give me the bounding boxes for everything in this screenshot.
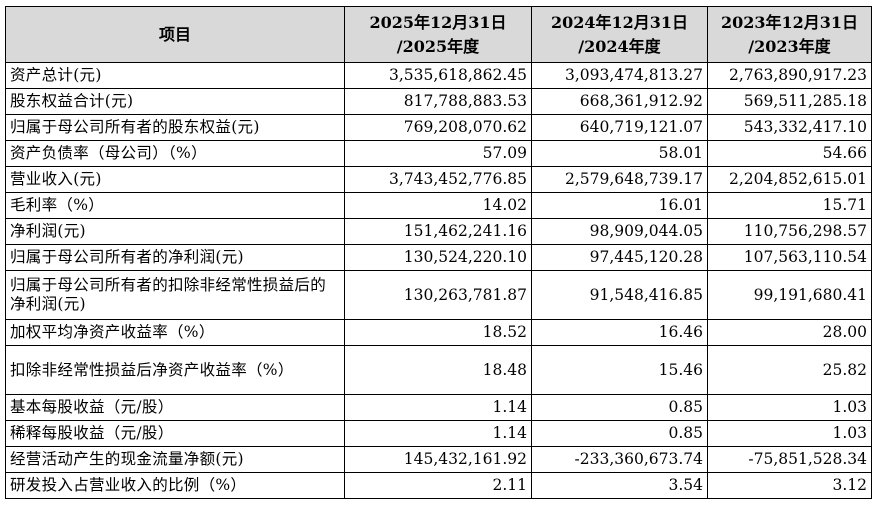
row-label: 扣除非经常性损益后净资产收益率（%） [5, 345, 345, 395]
row-label: 资产总计(元) [5, 62, 345, 89]
table-row: 毛利率（%） 14.02 16.01 15.71 [5, 192, 872, 219]
row-value: 97,445,120.28 [531, 244, 708, 271]
row-value: 28.00 [707, 319, 872, 346]
row-label: 基本每股收益（元/股） [5, 394, 345, 421]
table-row: 归属于母公司所有者的股东权益(元) 769,208,070.62 640,719,1… [5, 114, 872, 141]
row-value: 2,204,852,615.01 [707, 166, 872, 193]
row-value: 15.71 [707, 192, 872, 219]
table-row: 净利润(元) 151,462,241.16 98,909,044.05 110,756… [5, 218, 872, 245]
row-value: 16.46 [531, 319, 708, 346]
row-label: 营业收入(元) [5, 166, 345, 193]
row-value: 668,361,912.92 [531, 88, 708, 115]
row-label: 稀释每股收益（元/股） [5, 420, 345, 447]
row-value: 99,191,680.41 [707, 270, 872, 320]
row-value: 1.14 [344, 420, 532, 447]
row-value: 3,093,474,813.27 [531, 62, 708, 89]
row-value: 0.85 [531, 420, 708, 447]
table-row: 加权平均净资产收益率（%） 18.52 16.46 28.00 [5, 319, 872, 346]
row-value: 145,432,161.92 [344, 446, 532, 473]
table-header: 项目 2025年12月31日 /2025年度 2024年12月31日 /2024… [5, 6, 872, 63]
table-row: 基本每股收益（元/股） 1.14 0.85 1.03 [5, 394, 872, 421]
row-value: 151,462,241.16 [344, 218, 532, 245]
row-label: 归属于母公司所有者的扣除非经常性损益后的净利润(元) [5, 270, 345, 320]
row-value: 130,263,781.87 [344, 270, 532, 320]
row-value: 57.09 [344, 140, 532, 167]
row-value: 1.14 [344, 394, 532, 421]
table-row: 经营活动产生的现金流量净额(元) 145,432,161.92 -233,360,6… [5, 446, 872, 473]
row-label: 净利润(元) [5, 218, 345, 245]
row-value: 2.11 [344, 472, 532, 499]
row-value: -233,360,673.74 [531, 446, 708, 473]
row-value: 15.46 [531, 345, 708, 395]
row-label: 经营活动产生的现金流量净额(元) [5, 446, 345, 473]
table-body: 资产总计(元) 3,535,618,862.45 3,093,474,813.27 2… [5, 62, 872, 499]
row-label: 研发投入占营业收入的比例（%） [5, 472, 345, 499]
row-value: 54.66 [707, 140, 872, 167]
header-item: 项目 [5, 6, 345, 63]
table-row: 归属于母公司所有者的扣除非经常性损益后的净利润(元) 130,263,781.87… [5, 270, 872, 320]
row-value: 769,208,070.62 [344, 114, 532, 141]
row-label: 归属于母公司所有者的股东权益(元) [5, 114, 345, 141]
row-value: 25.82 [707, 345, 872, 395]
row-value: 1.03 [707, 394, 872, 421]
row-value: 18.52 [344, 319, 532, 346]
row-value: 18.48 [344, 345, 532, 395]
row-label: 归属于母公司所有者的净利润(元) [5, 244, 345, 271]
row-value: 817,788,883.53 [344, 88, 532, 115]
row-value: 107,563,110.54 [707, 244, 872, 271]
header-2024: 2024年12月31日 /2024年度 [531, 6, 708, 63]
table-row: 扣除非经常性损益后净资产收益率（%） 18.48 15.46 25.82 [5, 345, 872, 395]
row-label: 股东权益合计(元) [5, 88, 345, 115]
row-label: 加权平均净资产收益率（%） [5, 319, 345, 346]
row-value: -75,851,528.34 [707, 446, 872, 473]
row-value: 3,743,452,776.85 [344, 166, 532, 193]
table-row: 研发投入占营业收入的比例（%） 2.11 3.54 3.12 [5, 472, 872, 499]
row-value: 91,548,416.85 [531, 270, 708, 320]
table-row: 股东权益合计(元) 817,788,883.53 668,361,912.92 569… [5, 88, 872, 115]
row-value: 2,763,890,917.23 [707, 62, 872, 89]
row-value: 1.03 [707, 420, 872, 447]
table-row: 资产负债率（母公司）（%） 57.09 58.01 54.66 [5, 140, 872, 167]
row-label: 毛利率（%） [5, 192, 345, 219]
row-value: 3,535,618,862.45 [344, 62, 532, 89]
row-label: 资产负债率（母公司）（%） [5, 140, 345, 167]
row-value: 110,756,298.57 [707, 218, 872, 245]
row-value: 3.12 [707, 472, 872, 499]
row-value: 640,719,121.07 [531, 114, 708, 141]
header-2025: 2025年12月31日 /2025年度 [344, 6, 532, 63]
header-row: 项目 2025年12月31日 /2025年度 2024年12月31日 /2024… [5, 6, 872, 63]
table-row: 资产总计(元) 3,535,618,862.45 3,093,474,813.27 2… [5, 62, 872, 89]
row-value: 14.02 [344, 192, 532, 219]
row-value: 543,332,417.10 [707, 114, 872, 141]
row-value: 3.54 [531, 472, 708, 499]
row-value: 130,524,220.10 [344, 244, 532, 271]
table-row: 营业收入(元) 3,743,452,776.85 2,579,648,739.17 2… [5, 166, 872, 193]
table-row: 归属于母公司所有者的净利润(元) 130,524,220.10 97,445,120… [5, 244, 872, 271]
financial-data-table: 项目 2025年12月31日 /2025年度 2024年12月31日 /2024… [5, 6, 872, 499]
row-value: 0.85 [531, 394, 708, 421]
row-value: 98,909,044.05 [531, 218, 708, 245]
row-value: 2,579,648,739.17 [531, 166, 708, 193]
header-2023: 2023年12月31日 /2023年度 [707, 6, 872, 63]
row-value: 16.01 [531, 192, 708, 219]
row-value: 569,511,285.18 [707, 88, 872, 115]
table-row: 稀释每股收益（元/股） 1.14 0.85 1.03 [5, 420, 872, 447]
row-value: 58.01 [531, 140, 708, 167]
